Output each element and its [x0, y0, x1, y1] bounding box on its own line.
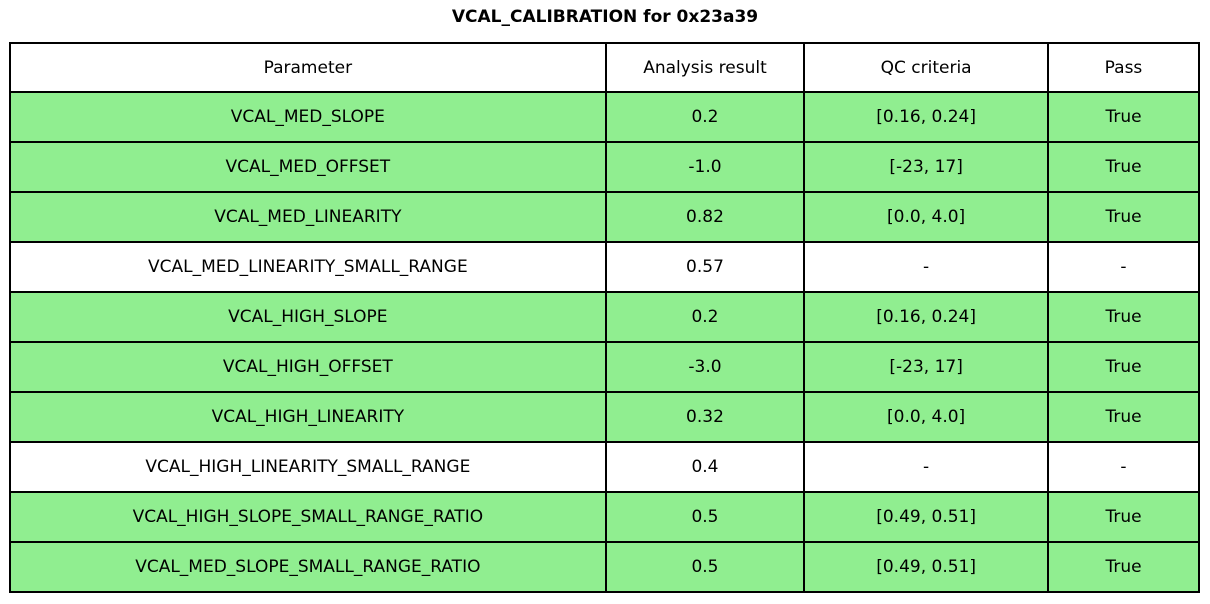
table-row: VCAL_HIGH_LINEARITY 0.32 [0.0, 4.0] True	[9, 391, 1201, 443]
column-header-qc-criteria: QC criteria	[803, 42, 1049, 93]
analysis-result-cell: 0.2	[604, 91, 806, 143]
parameter-cell: VCAL_MED_LINEARITY	[9, 191, 607, 243]
qc-criteria-cell: [0.0, 4.0]	[803, 191, 1049, 243]
pass-cell: True	[1046, 291, 1201, 343]
analysis-result-cell: 0.32	[604, 391, 806, 443]
qc-criteria-cell: [-23, 17]	[803, 341, 1049, 393]
qc-criteria-table: Parameter Analysis result QC criteria Pa…	[9, 42, 1201, 593]
column-header-pass: Pass	[1046, 42, 1201, 93]
analysis-result-cell: 0.57	[604, 241, 806, 293]
pass-cell: True	[1046, 141, 1201, 193]
table-header-row: Parameter Analysis result QC criteria Pa…	[9, 42, 1201, 93]
column-header-parameter: Parameter	[9, 42, 607, 93]
qc-criteria-cell: -	[803, 441, 1049, 493]
table-row: VCAL_MED_LINEARITY 0.82 [0.0, 4.0] True	[9, 191, 1201, 243]
parameter-cell: VCAL_MED_SLOPE_SMALL_RANGE_RATIO	[9, 541, 607, 593]
qc-criteria-cell: [-23, 17]	[803, 141, 1049, 193]
qc-criteria-cell: [0.49, 0.51]	[803, 541, 1049, 593]
parameter-cell: VCAL_MED_LINEARITY_SMALL_RANGE	[9, 241, 607, 293]
pass-cell: -	[1046, 241, 1201, 293]
qc-criteria-cell: [0.16, 0.24]	[803, 291, 1049, 343]
table-row: VCAL_MED_OFFSET -1.0 [-23, 17] True	[9, 141, 1201, 193]
analysis-result-cell: 0.2	[604, 291, 806, 343]
pass-cell: True	[1046, 341, 1201, 393]
table-row: VCAL_HIGH_SLOPE 0.2 [0.16, 0.24] True	[9, 291, 1201, 343]
pass-cell: True	[1046, 191, 1201, 243]
table-row: VCAL_HIGH_SLOPE_SMALL_RANGE_RATIO 0.5 [0.4…	[9, 491, 1201, 543]
analysis-result-cell: 0.5	[604, 491, 806, 543]
analysis-result-cell: -1.0	[604, 141, 806, 193]
table-body: VCAL_MED_SLOPE 0.2 [0.16, 0.24] True VCAL_ME…	[9, 91, 1201, 593]
analysis-result-cell: 0.82	[604, 191, 806, 243]
pass-cell: True	[1046, 391, 1201, 443]
table-row: VCAL_MED_SLOPE_SMALL_RANGE_RATIO 0.5 [0.49…	[9, 541, 1201, 593]
table-row: VCAL_HIGH_LINEARITY_SMALL_RANGE 0.4- -	[9, 441, 1201, 493]
table-row: VCAL_HIGH_OFFSET -3.0 [-23, 17] True	[9, 341, 1201, 393]
pass-cell: True	[1046, 541, 1201, 593]
qc-criteria-cell: [0.49, 0.51]	[803, 491, 1049, 543]
pass-cell: -	[1046, 441, 1201, 493]
column-header-analysis-result: Analysis result	[604, 42, 806, 93]
parameter-cell: VCAL_HIGH_SLOPE_SMALL_RANGE_RATIO	[9, 491, 607, 543]
table-row: VCAL_MED_LINEARITY_SMALL_RANGE 0.57- -	[9, 241, 1201, 293]
analysis-result-cell: 0.4	[604, 441, 806, 493]
pass-cell: True	[1046, 491, 1201, 543]
pass-cell: True	[1046, 91, 1201, 143]
qc-criteria-cell: [0.16, 0.24]	[803, 91, 1049, 143]
parameter-cell: VCAL_MED_SLOPE	[9, 91, 607, 143]
parameter-cell: VCAL_HIGH_LINEARITY_SMALL_RANGE	[9, 441, 607, 493]
qc-criteria-cell: [0.0, 4.0]	[803, 391, 1049, 443]
table-row: VCAL_MED_SLOPE 0.2 [0.16, 0.24] True	[9, 91, 1201, 143]
parameter-cell: VCAL_HIGH_OFFSET	[9, 341, 607, 393]
qc-criteria-cell: -	[803, 241, 1049, 293]
page-title: VCAL_CALIBRATION for 0x23a39	[451, 7, 759, 27]
parameter-cell: VCAL_MED_OFFSET	[9, 141, 607, 193]
analysis-result-cell: 0.5	[604, 541, 806, 593]
analysis-result-cell: -3.0	[604, 341, 806, 393]
parameter-cell: VCAL_HIGH_SLOPE	[9, 291, 607, 343]
parameter-cell: VCAL_HIGH_LINEARITY	[9, 391, 607, 443]
